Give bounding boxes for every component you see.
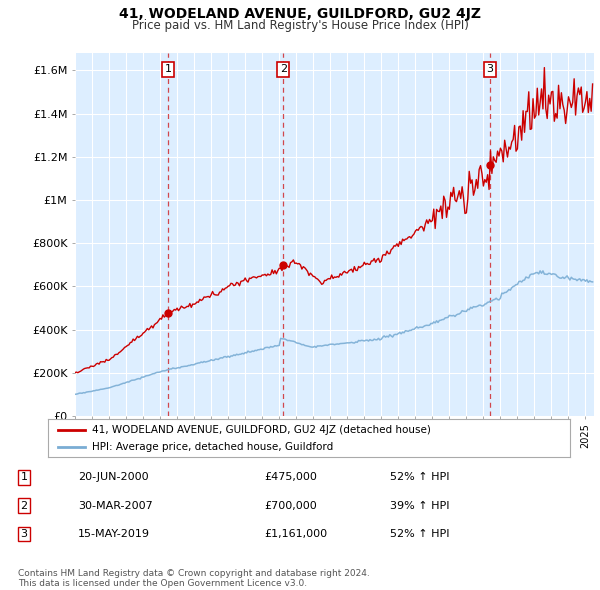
Text: £475,000: £475,000	[264, 473, 317, 482]
Text: 52% ↑ HPI: 52% ↑ HPI	[390, 473, 449, 482]
Text: 2: 2	[280, 64, 287, 74]
Text: £1,161,000: £1,161,000	[264, 529, 327, 539]
Text: 41, WODELAND AVENUE, GUILDFORD, GU2 4JZ (detached house): 41, WODELAND AVENUE, GUILDFORD, GU2 4JZ …	[92, 425, 431, 435]
Text: 15-MAY-2019: 15-MAY-2019	[78, 529, 150, 539]
Text: 1: 1	[20, 473, 28, 482]
Text: £700,000: £700,000	[264, 501, 317, 510]
Text: 39% ↑ HPI: 39% ↑ HPI	[390, 501, 449, 510]
Text: 20-JUN-2000: 20-JUN-2000	[78, 473, 149, 482]
Text: 3: 3	[486, 64, 493, 74]
Text: Price paid vs. HM Land Registry's House Price Index (HPI): Price paid vs. HM Land Registry's House …	[131, 19, 469, 32]
Text: 41, WODELAND AVENUE, GUILDFORD, GU2 4JZ: 41, WODELAND AVENUE, GUILDFORD, GU2 4JZ	[119, 7, 481, 21]
Text: HPI: Average price, detached house, Guildford: HPI: Average price, detached house, Guil…	[92, 441, 334, 451]
Text: 3: 3	[20, 529, 28, 539]
Text: 1: 1	[164, 64, 172, 74]
Text: 30-MAR-2007: 30-MAR-2007	[78, 501, 153, 510]
Text: 52% ↑ HPI: 52% ↑ HPI	[390, 529, 449, 539]
Text: Contains HM Land Registry data © Crown copyright and database right 2024.
This d: Contains HM Land Registry data © Crown c…	[18, 569, 370, 588]
Text: 2: 2	[20, 501, 28, 510]
